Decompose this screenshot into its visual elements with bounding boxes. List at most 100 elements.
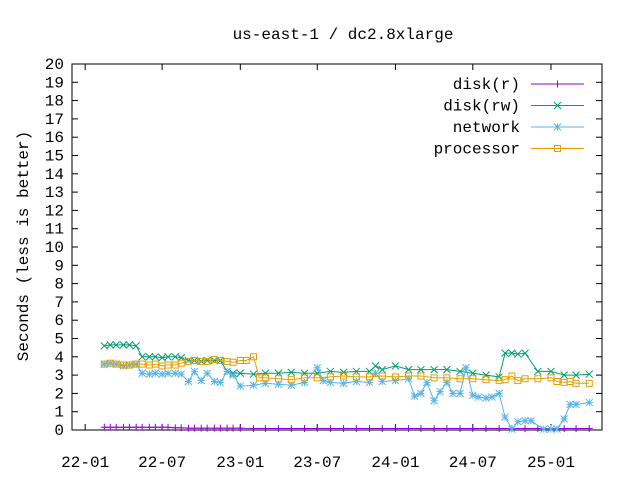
data-point (560, 371, 569, 379)
data-point (119, 423, 127, 431)
data-point (223, 367, 231, 376)
data-point (585, 425, 593, 433)
data-point (236, 369, 245, 378)
y-tick-label: 8 (54, 276, 64, 294)
data-point (539, 425, 548, 433)
series-line (104, 356, 590, 384)
x-tick-label: 24-01 (371, 454, 419, 472)
data-point (132, 341, 141, 350)
data-point (417, 365, 425, 374)
legend-marker (554, 80, 561, 88)
series-processor (100, 353, 593, 387)
data-point (177, 424, 185, 432)
legend-marker (554, 145, 561, 152)
data-point (572, 371, 580, 379)
legend-label: network (453, 119, 520, 137)
data-point (521, 375, 529, 383)
data-point (443, 374, 451, 382)
y-tick-label: 20 (45, 56, 64, 74)
x-tick-label: 22-07 (138, 454, 186, 472)
data-point (560, 425, 568, 433)
data-point (474, 393, 483, 401)
data-point (436, 387, 444, 396)
y-tick-label: 0 (54, 422, 64, 440)
x-tick-label: 23-07 (293, 454, 341, 472)
series-layer (100, 341, 594, 433)
data-point (287, 376, 295, 384)
data-point (145, 423, 153, 431)
data-point (508, 425, 516, 433)
data-point (469, 425, 477, 433)
data-point (352, 373, 360, 381)
data-point (417, 425, 425, 433)
x-tick-label: 24-07 (449, 454, 497, 472)
series-network (100, 359, 594, 433)
data-point (378, 365, 387, 374)
data-point (164, 369, 172, 378)
data-point (184, 377, 193, 386)
data-point (190, 356, 198, 364)
data-point (125, 361, 133, 369)
data-point (190, 367, 199, 376)
y-tick-label: 13 (45, 184, 64, 202)
data-point (521, 416, 529, 425)
data-point (430, 425, 438, 433)
y-tick-label: 15 (45, 148, 64, 166)
data-point (443, 378, 451, 387)
y-tick-label: 1 (54, 404, 64, 422)
data-point (119, 341, 128, 349)
y-tick-label: 12 (45, 202, 64, 220)
chart-title: us-east-1 / dc2.8xlarge (233, 26, 454, 44)
data-point (275, 425, 283, 433)
data-point (112, 423, 120, 431)
data-point (572, 425, 580, 433)
data-point (560, 415, 569, 423)
data-point (443, 425, 451, 433)
data-point (456, 367, 464, 376)
data-point (468, 391, 477, 400)
data-point (313, 363, 322, 372)
data-point (430, 365, 438, 374)
data-point (300, 374, 308, 382)
data-point (391, 425, 399, 433)
data-point (261, 425, 269, 433)
data-point (514, 377, 522, 385)
data-point (216, 424, 224, 432)
data-point (508, 372, 516, 380)
data-point (404, 365, 413, 374)
data-point (371, 369, 380, 378)
data-point (339, 379, 348, 388)
legend-label: processor (434, 141, 520, 159)
data-point (145, 352, 154, 361)
data-point (216, 378, 225, 387)
data-point (229, 371, 237, 379)
data-point (585, 379, 593, 387)
data-point (430, 374, 438, 382)
data-point (138, 352, 146, 361)
series-line (104, 344, 590, 378)
data-point (352, 425, 360, 433)
data-point (300, 425, 308, 433)
data-point (405, 425, 413, 433)
y-tick-label: 2 (54, 385, 64, 403)
data-point (378, 372, 386, 380)
data-point (275, 375, 283, 383)
data-point (366, 373, 374, 381)
y-tick-label: 19 (45, 74, 64, 92)
x-tick-label: 23-01 (216, 454, 264, 472)
x-axis: 22-01 22-07 23-01 23-07 24-01 24-07 25-01 (61, 64, 575, 472)
data-point (177, 359, 185, 367)
data-point (236, 382, 245, 390)
data-point (158, 370, 166, 379)
data-point (151, 360, 159, 368)
data-point (521, 425, 529, 433)
y-tick-label: 11 (45, 221, 64, 239)
data-point (203, 369, 212, 378)
data-point (300, 369, 309, 378)
data-point (456, 389, 464, 398)
data-point (513, 350, 522, 358)
data-point (456, 375, 464, 383)
data-point (547, 374, 555, 382)
data-point (216, 356, 224, 364)
data-point (158, 423, 166, 431)
